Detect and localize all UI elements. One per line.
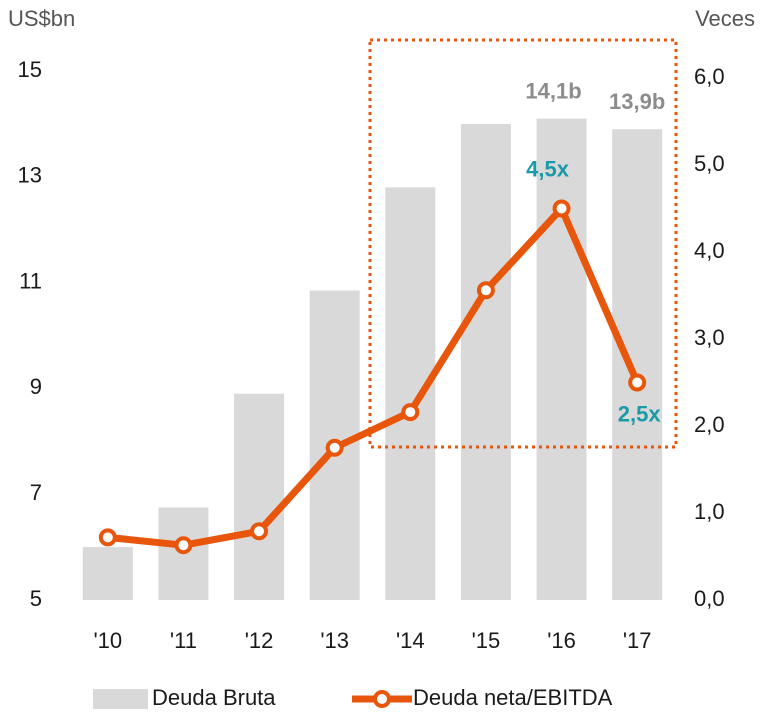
bar <box>460 123 511 601</box>
bar <box>234 393 285 600</box>
y-tick-label: 5 <box>30 586 42 611</box>
line-value-label: 4,5x <box>526 156 570 181</box>
x-tick-label: '17 <box>623 628 652 653</box>
legend-label: Deuda Bruta <box>152 685 276 710</box>
x-tick-label: '12 <box>245 628 274 653</box>
x-tick-label: '10 <box>93 628 122 653</box>
bar <box>536 118 587 601</box>
y2-tick-label: 1,0 <box>694 499 725 524</box>
y2-axis-label: Veces <box>695 6 755 31</box>
bar <box>612 129 663 600</box>
y-tick-label: 7 <box>30 480 42 505</box>
y2-tick-label: 5,0 <box>694 151 725 176</box>
y-axis-label: US$bn <box>8 6 75 31</box>
y-tick-label: 15 <box>18 57 42 82</box>
y2-tick-label: 0,0 <box>694 586 725 611</box>
line-marker <box>476 281 495 300</box>
y2-tick-label: 4,0 <box>694 238 725 263</box>
bar <box>385 187 436 600</box>
x-tick-label: '16 <box>547 628 576 653</box>
x-tick-label: '14 <box>396 628 425 653</box>
y2-tick-label: 3,0 <box>694 325 725 350</box>
y2-tick-label: 2,0 <box>694 412 725 437</box>
bar-value-label: 13,9b <box>609 89 665 114</box>
line-marker <box>325 438 344 457</box>
line-marker <box>401 403 420 422</box>
line-marker <box>552 199 571 218</box>
line <box>107 205 641 549</box>
legend-label: Deuda neta/EBITDA <box>413 685 613 710</box>
y-tick-label: 13 <box>18 163 42 188</box>
y-tick-label: 11 <box>19 268 42 293</box>
line-marker <box>98 528 117 547</box>
y-tick-label: 9 <box>30 374 42 399</box>
x-tick-label: '15 <box>472 628 501 653</box>
line-marker <box>628 373 647 392</box>
bar-value-label: 14,1b <box>525 78 581 103</box>
x-tick-label: '13 <box>320 628 349 653</box>
line-value-label: 2,5x <box>618 401 662 426</box>
line-marker <box>250 522 269 541</box>
x-tick-label: '11 <box>170 628 197 653</box>
y2-tick-label: 6,0 <box>694 64 725 89</box>
legend-swatch-marker <box>373 690 391 708</box>
legend-swatch <box>93 689 148 709</box>
line-marker <box>174 536 193 555</box>
bar <box>82 547 133 600</box>
